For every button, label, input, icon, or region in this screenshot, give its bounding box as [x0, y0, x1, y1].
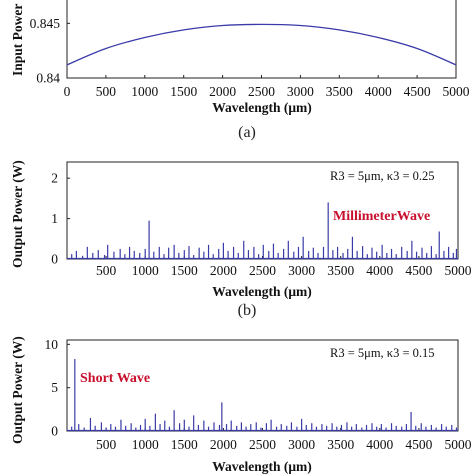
- panel-c-ylabel: Output Power (W): [10, 336, 25, 444]
- panel-a-plot-frame: [66, 0, 457, 79]
- panel-a-x-tick-label: 5000: [443, 84, 470, 99]
- panel-b-x-tick-label: 1000: [132, 263, 159, 278]
- panel-a-x-tick-label: 4500: [404, 84, 431, 99]
- panel-b-x-tick-label: 2000: [210, 263, 237, 278]
- panel-c-x-tick-label: 2500: [249, 437, 276, 452]
- panel-b-xlabel: Wavelength (μm): [212, 284, 312, 299]
- panel-a-x-ticks: 0 500 1000 1500 2000 2500 3000 3500 4000 4500 5000: [64, 75, 470, 99]
- panel-a-x-tick-label: 1500: [170, 84, 197, 99]
- panel-c-y-tick-label: 0: [51, 424, 58, 439]
- panel-b-x-tick-label: 4500: [405, 263, 432, 278]
- panel-c-x-tick-label: 1500: [171, 437, 198, 452]
- panel-a-x-tick-label: 1000: [131, 84, 158, 99]
- panel-b-x-tick-label: 2500: [249, 263, 276, 278]
- panel-a-x-tick-label: 500: [96, 84, 117, 99]
- panel-a-y-tick-label: 0.845: [30, 16, 61, 31]
- panel-c: Output Power (W) 0 5 10 500 1000 1500 2000 250…: [10, 336, 472, 474]
- panel-c-x-ticks: 500 1000 1500 2000 2500 3000 3500 4000 4500 5000: [96, 428, 472, 452]
- panel-b-x-ticks: 500 1000 1500 2000 2500 3000 3500 4000 4500 5000: [96, 256, 472, 278]
- panel-b-label: (b): [238, 302, 257, 319]
- panel-c-tag: Short Wave: [80, 371, 150, 386]
- panel-a-y-ticks: 0.84 0.845: [30, 16, 70, 86]
- panel-c-x-tick-label: 2000: [210, 437, 237, 452]
- panel-b-ylabel: Output Power (W): [10, 160, 25, 268]
- panel-c-bars: [67, 359, 458, 432]
- panel-c-y-tick-label: 10: [45, 337, 59, 352]
- panel-b-x-tick-label: 1500: [171, 263, 198, 278]
- panel-a-x-tick-label: 0: [64, 84, 71, 99]
- panel-c-y-ticks: 0 5 10: [45, 337, 70, 439]
- panel-c-x-tick-label: 5000: [445, 437, 472, 452]
- panel-b: Output Power (W) 0 1 2 500 1000 1500 2000 2500…: [10, 160, 472, 319]
- panel-c-annotation: R3 = 5μm, κ3 = 0.15: [330, 346, 435, 360]
- panel-a-y-tick-label: 0.84: [36, 71, 60, 86]
- panel-b-x-tick-label: 500: [96, 263, 117, 278]
- panel-a-series-line: [66, 23, 457, 66]
- panel-b-tag: MillimeterWave: [333, 209, 430, 224]
- panel-a: Input Power ( 0.84 0.845 0 500 1000 1500 2000…: [10, 0, 470, 141]
- panel-b-bars: [67, 202, 458, 260]
- panel-c-y-tick-label: 5: [51, 380, 58, 395]
- panel-c-x-tick-label: 3000: [288, 437, 315, 452]
- panel-c-x-tick-label: 4000: [366, 437, 393, 452]
- panel-c-xlabel: Wavelength (μm): [212, 459, 312, 474]
- panel-b-y-tick-label: 2: [51, 171, 58, 186]
- panel-a-x-tick-label: 4000: [365, 84, 392, 99]
- panel-a-x-tick-label: 3500: [326, 84, 353, 99]
- panel-a-x-tick-label: 2000: [209, 84, 236, 99]
- panel-c-x-tick-label: 1000: [132, 437, 159, 452]
- panel-a-x-tick-label: 2500: [248, 84, 275, 99]
- panel-b-x-tick-label: 3000: [288, 263, 315, 278]
- panel-b-x-tick-label: 3500: [327, 263, 354, 278]
- panel-b-x-tick-label: 4000: [366, 263, 393, 278]
- panel-c-x-tick-label: 3500: [327, 437, 354, 452]
- panel-a-label: (a): [238, 124, 256, 141]
- panel-b-y-tick-label: 1: [51, 211, 58, 226]
- panel-a-xlabel: Wavelength (μm): [212, 100, 312, 115]
- panel-a-ylabel: Input Power (: [10, 0, 25, 76]
- panel-c-x-tick-label: 4500: [405, 437, 432, 452]
- panel-b-annotation: R3 = 5μm, κ3 = 0.25: [330, 169, 435, 183]
- panel-b-x-tick-label: 5000: [445, 263, 472, 278]
- panel-c-x-tick-label: 500: [96, 437, 117, 452]
- panel-b-y-tick-label: 0: [51, 252, 58, 267]
- panel-a-x-tick-label: 3000: [287, 84, 314, 99]
